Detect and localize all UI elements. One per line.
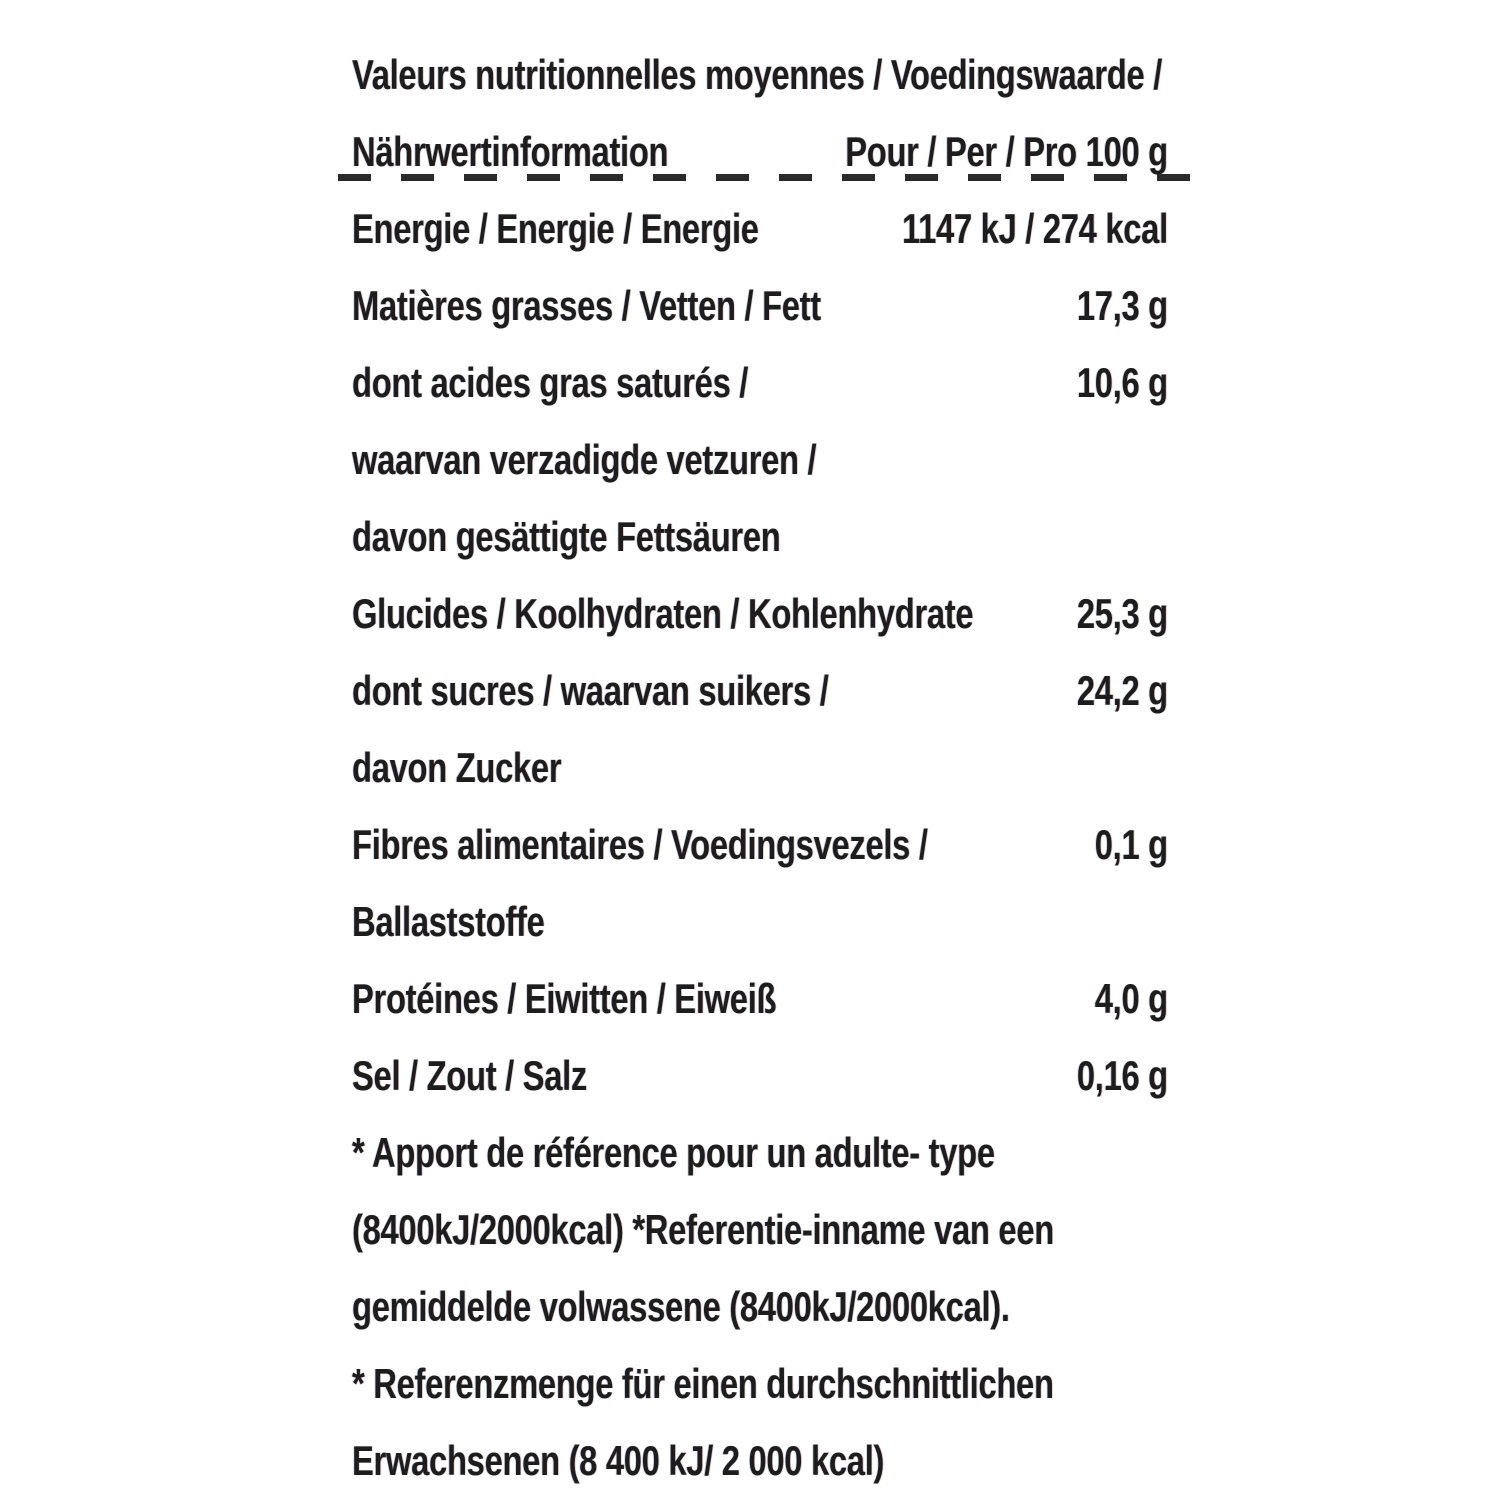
row-saturated-fat: dont acides gras saturés / 10,6 g: [352, 344, 1168, 421]
row-carbohydrates-label: Glucides / Koolhydraten / Kohlenhydrate: [352, 590, 974, 637]
row-salt-label: Sel / Zout / Salz: [352, 1052, 587, 1099]
footnote-line: * Referenzmenge für einen durchschnittli…: [352, 1345, 1168, 1422]
footnote-line: (8400kJ/2000kcal) *Referentie-inname van…: [352, 1191, 1168, 1268]
row-energy: Energie / Energie / Energie 1147 kJ / 27…: [352, 190, 1168, 267]
row-salt-value: 0,16 g: [1076, 1052, 1168, 1099]
row-fat-label: Matières grasses / Vetten / Fett: [352, 282, 821, 329]
footnote-de-line4: * Referenzmenge für einen durchschnittli…: [352, 1360, 1054, 1407]
nutrition-table: Valeurs nutritionnelles moyennes / Voedi…: [352, 36, 1168, 1499]
table-title-line2: Nährwertinformation Pour / Per / Pro 100…: [352, 113, 1168, 190]
row-fibre-value: 0,1 g: [1094, 821, 1168, 868]
table-title-text: Valeurs nutritionnelles moyennes / Voedi…: [352, 51, 1163, 98]
row-saturated-fat-label: dont acides gras saturés /: [352, 359, 749, 406]
footnote-fr-nl-line2: (8400kJ/2000kcal) *Referentie-inname van…: [352, 1206, 1054, 1253]
row-fibre: Fibres alimentaires / Voedingsvezels / 0…: [352, 806, 1168, 883]
table-title-line1: Valeurs nutritionnelles moyennes / Voedi…: [352, 36, 1168, 113]
footnote-line: Erwachsenen (8 400 kJ/ 2 000 kcal): [352, 1422, 1168, 1499]
row-carbohydrates-value: 25,3 g: [1076, 590, 1168, 637]
row-energy-label: Energie / Energie / Energie: [352, 205, 759, 252]
table-title-language-label: Nährwertinformation: [352, 128, 669, 175]
row-protein-value: 4,0 g: [1094, 975, 1168, 1022]
row-fat-value: 17,3 g: [1076, 282, 1168, 329]
row-fibre-de: Ballaststoffe: [352, 883, 1168, 960]
row-saturated-fat-de: davon gesättigte Fettsäuren: [352, 498, 1168, 575]
footnote-line: gemiddelde volwassene (8400kJ/2000kcal).: [352, 1268, 1168, 1345]
row-sugars-de-label: davon Zucker: [352, 744, 562, 791]
row-sugars: dont sucres / waarvan suikers / 24,2 g: [352, 652, 1168, 729]
row-fibre-de-label: Ballaststoffe: [352, 898, 545, 945]
row-saturated-fat-value: 10,6 g: [1076, 359, 1168, 406]
row-saturated-fat-nl: waarvan verzadigde vetzuren /: [352, 421, 1168, 498]
per-100g-header: Pour / Per / Pro 100 g: [845, 128, 1168, 175]
reference-intake-footnotes: * Apport de référence pour un adulte- ty…: [352, 1114, 1168, 1499]
footnote-fr-line1: * Apport de référence pour un adulte- ty…: [352, 1129, 995, 1176]
footnote-nl-line3: gemiddelde volwassene (8400kJ/2000kcal).: [352, 1283, 1010, 1330]
row-energy-value: 1147 kJ / 274 kcal: [902, 205, 1168, 252]
row-sugars-value: 24,2 g: [1076, 667, 1168, 714]
row-protein: Protéines / Eiwitten / Eiweiß 4,0 g: [352, 960, 1168, 1037]
row-saturated-fat-de-label: davon gesättigte Fettsäuren: [352, 513, 781, 560]
row-protein-label: Protéines / Eiwitten / Eiweiß: [352, 975, 777, 1022]
row-fat: Matières grasses / Vetten / Fett 17,3 g: [352, 267, 1168, 344]
row-sugars-label: dont sucres / waarvan suikers /: [352, 667, 829, 714]
footnote-line: * Apport de référence pour un adulte- ty…: [352, 1114, 1168, 1191]
header-dashed-divider: [338, 174, 1194, 181]
row-fibre-label: Fibres alimentaires / Voedingsvezels /: [352, 821, 928, 868]
row-sugars-de: davon Zucker: [352, 729, 1168, 806]
row-saturated-fat-nl-label: waarvan verzadigde vetzuren /: [352, 436, 817, 483]
footnote-de-line5: Erwachsenen (8 400 kJ/ 2 000 kcal): [352, 1437, 885, 1484]
row-carbohydrates: Glucides / Koolhydraten / Kohlenhydrate …: [352, 575, 1168, 652]
row-salt: Sel / Zout / Salz 0,16 g: [352, 1037, 1168, 1114]
